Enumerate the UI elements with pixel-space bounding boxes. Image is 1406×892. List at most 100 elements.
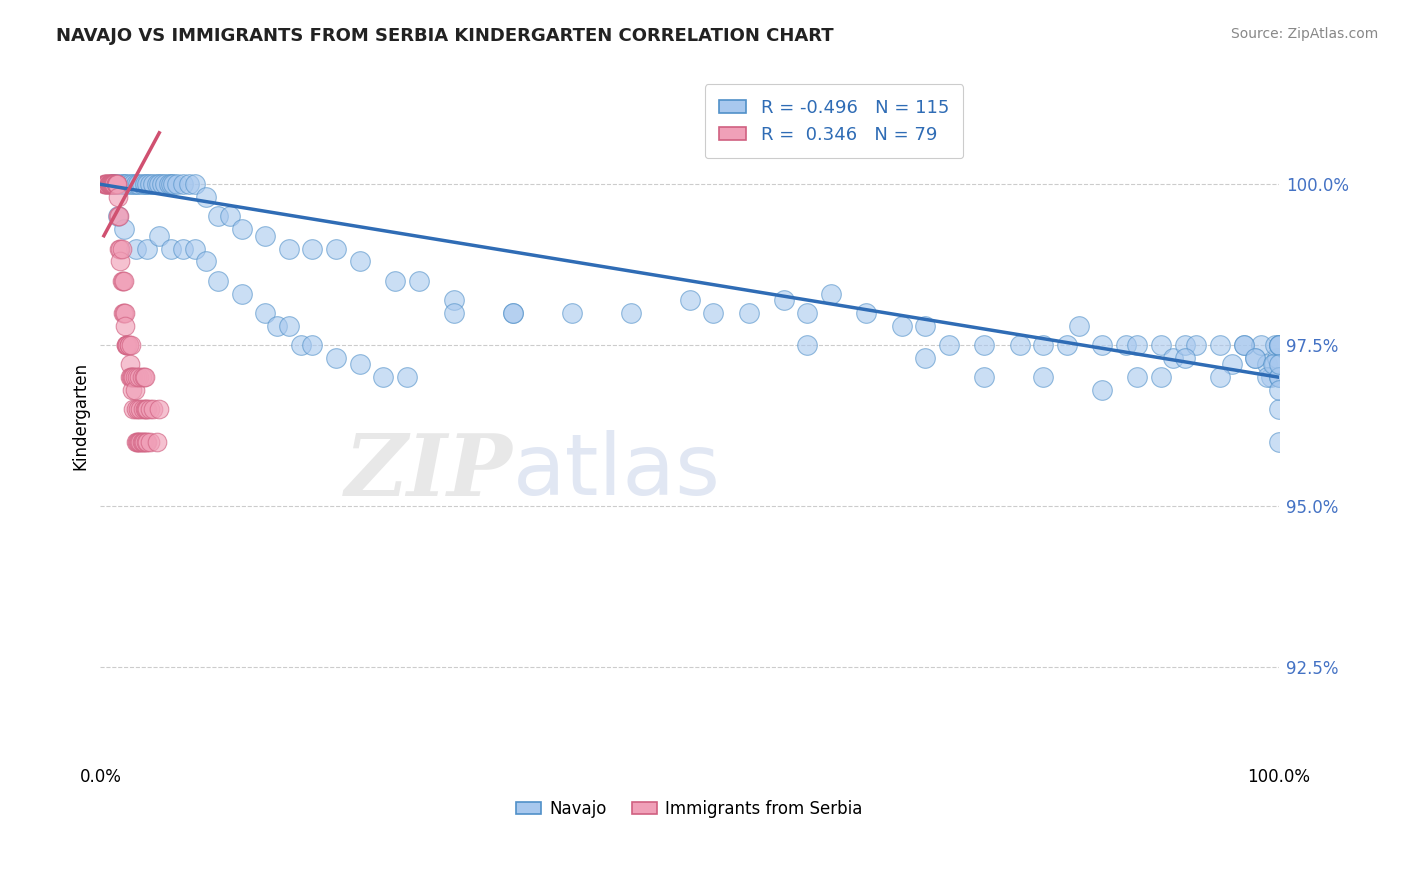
Point bbox=[349, 254, 371, 268]
Point bbox=[107, 190, 129, 204]
Point bbox=[207, 274, 229, 288]
Point bbox=[1268, 370, 1291, 384]
Point bbox=[146, 178, 169, 192]
Point bbox=[1126, 338, 1149, 352]
Point bbox=[1244, 351, 1267, 365]
Point bbox=[1232, 338, 1254, 352]
Point bbox=[301, 338, 323, 352]
Point bbox=[1268, 383, 1291, 397]
Point bbox=[121, 383, 143, 397]
Point bbox=[1174, 351, 1197, 365]
Point bbox=[183, 178, 205, 192]
Point bbox=[124, 370, 146, 384]
Point bbox=[101, 178, 124, 192]
Point bbox=[110, 178, 132, 192]
Point bbox=[1232, 338, 1254, 352]
Point bbox=[136, 242, 159, 256]
Point bbox=[1256, 357, 1278, 371]
Point bbox=[1268, 338, 1291, 352]
Point bbox=[136, 178, 159, 192]
Text: ZIP: ZIP bbox=[344, 430, 513, 513]
Point bbox=[195, 254, 218, 268]
Point bbox=[112, 222, 135, 236]
Point bbox=[890, 318, 912, 333]
Point bbox=[1032, 370, 1054, 384]
Point bbox=[94, 178, 117, 192]
Point bbox=[122, 402, 145, 417]
Point bbox=[125, 370, 148, 384]
Point bbox=[127, 434, 149, 449]
Point bbox=[104, 178, 127, 192]
Point bbox=[1250, 338, 1272, 352]
Point bbox=[301, 242, 323, 256]
Point bbox=[93, 178, 115, 192]
Point bbox=[97, 178, 120, 192]
Point bbox=[150, 178, 173, 192]
Point bbox=[117, 338, 139, 352]
Point bbox=[115, 338, 138, 352]
Point bbox=[135, 434, 157, 449]
Point bbox=[395, 370, 418, 384]
Point bbox=[103, 178, 125, 192]
Point bbox=[110, 242, 132, 256]
Point bbox=[103, 178, 125, 192]
Point bbox=[97, 178, 120, 192]
Point bbox=[117, 338, 139, 352]
Point bbox=[166, 178, 188, 192]
Point bbox=[118, 178, 141, 192]
Point bbox=[1008, 338, 1031, 352]
Point bbox=[134, 178, 156, 192]
Point bbox=[122, 178, 145, 192]
Point bbox=[1185, 338, 1208, 352]
Point bbox=[139, 402, 162, 417]
Point bbox=[1091, 338, 1114, 352]
Point bbox=[103, 178, 125, 192]
Point bbox=[103, 178, 125, 192]
Point bbox=[120, 338, 142, 352]
Point bbox=[1209, 370, 1232, 384]
Point bbox=[148, 178, 170, 192]
Point bbox=[1268, 338, 1291, 352]
Point bbox=[146, 434, 169, 449]
Point bbox=[131, 434, 153, 449]
Point bbox=[103, 178, 125, 192]
Point bbox=[938, 338, 960, 352]
Point bbox=[1174, 338, 1197, 352]
Point bbox=[100, 178, 122, 192]
Point bbox=[254, 306, 277, 320]
Point bbox=[107, 210, 129, 224]
Point bbox=[1268, 338, 1291, 352]
Point bbox=[973, 338, 995, 352]
Point bbox=[132, 402, 155, 417]
Point bbox=[96, 178, 118, 192]
Point bbox=[125, 434, 148, 449]
Point bbox=[325, 242, 347, 256]
Point bbox=[1115, 338, 1137, 352]
Point bbox=[160, 242, 183, 256]
Point bbox=[107, 210, 129, 224]
Point bbox=[290, 338, 312, 352]
Point bbox=[112, 306, 135, 320]
Point bbox=[737, 306, 759, 320]
Point bbox=[349, 357, 371, 371]
Point bbox=[115, 178, 138, 192]
Point bbox=[162, 178, 184, 192]
Point bbox=[139, 434, 162, 449]
Point bbox=[136, 402, 159, 417]
Point bbox=[134, 370, 156, 384]
Point bbox=[118, 357, 141, 371]
Point bbox=[408, 274, 430, 288]
Point bbox=[132, 434, 155, 449]
Point bbox=[1263, 357, 1285, 371]
Point bbox=[914, 351, 936, 365]
Text: atlas: atlas bbox=[513, 430, 721, 513]
Point bbox=[231, 286, 253, 301]
Point bbox=[1256, 370, 1278, 384]
Point bbox=[1091, 383, 1114, 397]
Point bbox=[98, 178, 121, 192]
Point bbox=[107, 178, 129, 192]
Point bbox=[111, 306, 134, 320]
Point bbox=[1220, 357, 1243, 371]
Legend: Navajo, Immigrants from Serbia: Navajo, Immigrants from Serbia bbox=[510, 793, 869, 824]
Point bbox=[125, 242, 148, 256]
